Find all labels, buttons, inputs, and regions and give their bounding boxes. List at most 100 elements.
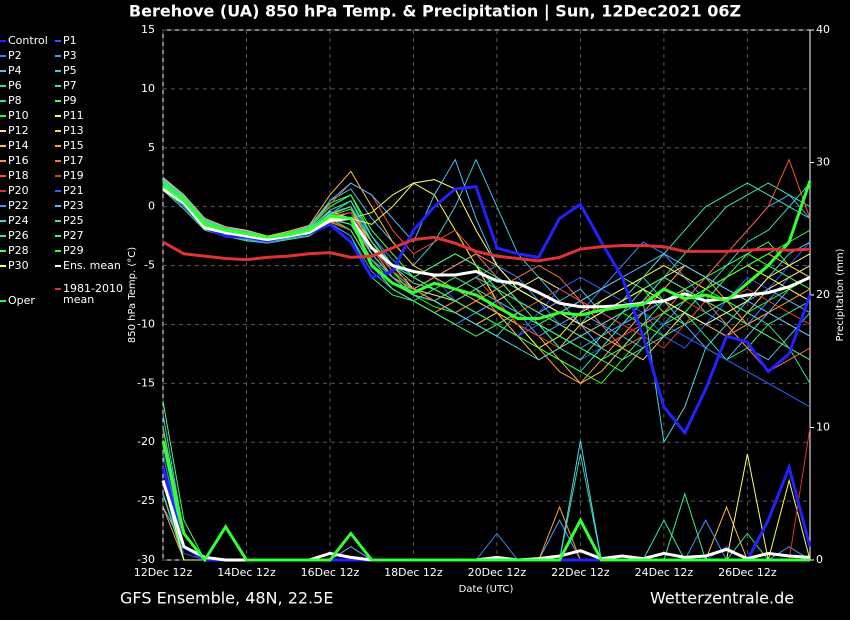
legend-entry: Oper [0,295,68,306]
legend-entry: P9 [55,95,123,106]
x-tick-label: 22Dec 12z [551,566,610,579]
legend-swatch [55,40,61,42]
legend-swatch [0,175,6,177]
legend-swatch [55,220,61,222]
legend-swatch [55,265,61,267]
legend-entry: P28 [0,245,68,256]
legend-entry: 1981-2010 mean [55,283,123,305]
legend-label: P19 [63,169,84,182]
precip-line [162,493,810,561]
legend-swatch [0,40,6,42]
legend-label: P23 [63,199,84,212]
precip-line [162,493,810,561]
temp-line [162,182,811,361]
y-tick-label: -15 [137,376,155,389]
legend-swatch [0,220,6,222]
legend-entry: P17 [55,155,123,166]
legend-entry: P27 [55,230,123,241]
precip-line [162,480,810,561]
legend-label: P7 [63,79,77,92]
legend-entry: P30 [0,260,68,271]
legend-entry: P20 [0,185,68,196]
legend-swatch [0,205,6,207]
y-tick-label: -10 [137,317,155,330]
temp-line [162,185,811,361]
legend-swatch [0,145,6,147]
temp-line [162,186,811,361]
legend-label: Oper [8,294,35,307]
precip-line [162,453,810,561]
legend-entry: P29 [55,245,123,256]
precip-line [162,493,810,561]
legend-label: P29 [63,244,84,257]
legend-entry: P6 [0,80,68,91]
legend-entry: P22 [0,200,68,211]
temp-line [162,180,812,321]
legend-label: P21 [63,184,84,197]
legend-label: P20 [8,184,29,197]
legend-label: P12 [8,124,29,137]
legend-label: P22 [8,199,29,212]
legend-label: P17 [63,154,84,167]
y-tick-label: 15 [141,23,155,36]
legend-swatch [0,300,6,302]
temp-line [162,180,811,384]
legend-entry: P12 [0,125,68,136]
legend-label: P26 [8,229,29,242]
precip-line [162,493,810,561]
y-tick-label: 0 [148,200,155,213]
legend-label: P1 [63,34,77,47]
legend-entry: P26 [0,230,68,241]
legend-entry: P1 [55,35,123,46]
y-tick-label: -25 [137,494,155,507]
y2-tick-label: 40 [816,23,830,36]
legend-label: P16 [8,154,29,167]
precip-line [162,480,810,561]
legend-swatch [55,190,61,192]
legend-swatch [55,115,61,117]
y-tick-label: -20 [137,435,155,448]
legend-entry: P25 [55,215,123,226]
y-axis-label: 850 hPa Temp. (°C) [127,247,138,343]
legend-swatch [55,205,61,207]
legend-label: 1981-2010 mean [63,282,123,306]
precip-line [162,453,810,561]
x-tick-label: 12Dec 12z [134,566,193,579]
legend-swatch [55,85,61,87]
legend-label: P25 [63,214,84,227]
x-tick-label: 20Dec 12z [468,566,527,579]
precip-line [162,414,810,561]
legend-swatch [55,175,61,177]
legend-swatch [0,100,6,102]
legend-label: P8 [8,94,22,107]
legend-entry: P23 [55,200,123,211]
y-tick-label: 10 [141,82,155,95]
legend-swatch [55,55,61,57]
legend-label: P15 [63,139,84,152]
legend-entry: P10 [0,110,68,121]
subtitle: GFS Ensemble, 48N, 22.5E [120,589,333,608]
y-tick-label: -30 [137,553,155,566]
legend-entry: P21 [55,185,123,196]
legend-label: P11 [63,109,84,122]
x-axis-label: Date (UTC) [459,584,514,595]
precip-line [162,400,810,561]
temp-line [162,182,811,337]
legend-label: P14 [8,139,29,152]
y-tick-label: -5 [144,259,155,272]
legend-swatch [55,145,61,147]
precip-line [161,440,810,563]
legend-entry: P7 [55,80,123,91]
legend-entry: P13 [55,125,123,136]
legend-swatch [55,100,61,102]
legend-entry: P3 [55,50,123,61]
precip-line [162,440,810,561]
x-tick-label: 18Dec 12z [384,566,443,579]
temp-line [162,180,811,349]
y2-tick-label: 0 [816,553,823,566]
y2-tick-label: 30 [816,156,830,169]
precip-line [162,478,811,561]
legend-label: P9 [63,94,77,107]
legend-entry: Ens. mean [55,260,123,271]
